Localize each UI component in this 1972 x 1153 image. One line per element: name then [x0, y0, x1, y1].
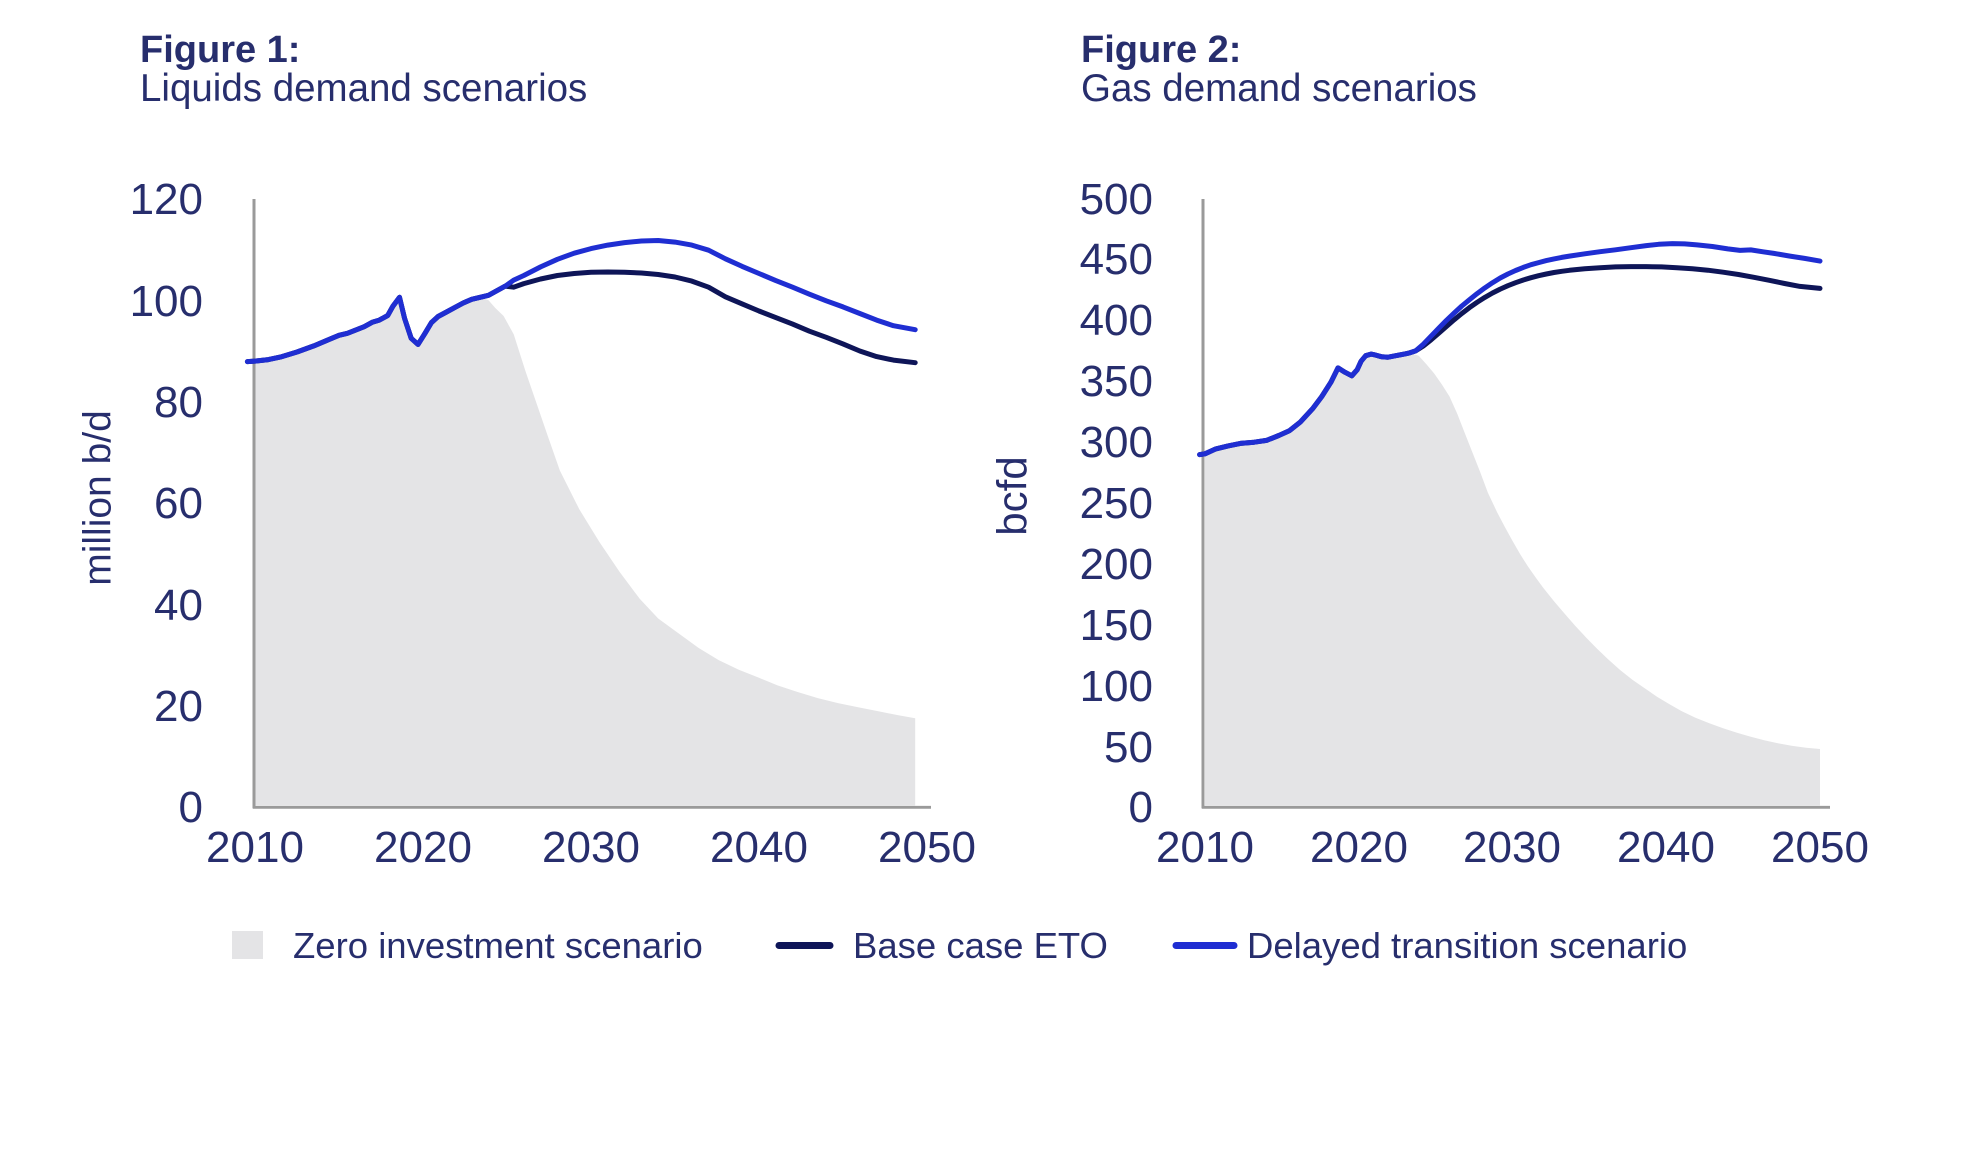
svg-text:50: 50	[1104, 723, 1153, 772]
svg-text:0: 0	[179, 783, 203, 832]
svg-text:Delayed transition scenario: Delayed transition scenario	[1247, 925, 1687, 966]
svg-text:120: 120	[130, 175, 203, 224]
svg-text:2010: 2010	[1156, 823, 1254, 872]
svg-text:100: 100	[130, 277, 203, 326]
svg-text:450: 450	[1080, 235, 1153, 284]
svg-text:2020: 2020	[374, 823, 472, 872]
svg-text:million b/d: million b/d	[77, 410, 120, 586]
svg-text:500: 500	[1080, 175, 1153, 224]
svg-text:250: 250	[1080, 479, 1153, 528]
svg-text:40: 40	[154, 581, 203, 630]
svg-text:350: 350	[1080, 357, 1153, 406]
svg-text:2030: 2030	[542, 823, 640, 872]
svg-text:80: 80	[154, 378, 203, 427]
svg-text:60: 60	[154, 479, 203, 528]
svg-text:2050: 2050	[1771, 823, 1869, 872]
svg-text:Figure 2:: Figure 2:	[1081, 29, 1241, 71]
svg-text:2020: 2020	[1310, 823, 1408, 872]
svg-text:2010: 2010	[206, 823, 304, 872]
svg-text:2030: 2030	[1463, 823, 1561, 872]
svg-text:150: 150	[1080, 601, 1153, 650]
svg-text:Figure 1:: Figure 1:	[140, 29, 300, 71]
svg-text:0: 0	[1129, 783, 1153, 832]
svg-text:Zero investment scenario: Zero investment scenario	[293, 925, 703, 966]
svg-text:20: 20	[154, 682, 203, 731]
svg-text:2040: 2040	[1617, 823, 1715, 872]
svg-text:300: 300	[1080, 418, 1153, 467]
svg-text:2050: 2050	[878, 823, 976, 872]
svg-text:Gas demand scenarios: Gas demand scenarios	[1081, 67, 1477, 110]
svg-text:200: 200	[1080, 540, 1153, 589]
svg-text:Liquids demand scenarios: Liquids demand scenarios	[140, 67, 587, 110]
svg-text:400: 400	[1080, 296, 1153, 345]
svg-text:2040: 2040	[710, 823, 808, 872]
svg-text:bcfd: bcfd	[989, 456, 1036, 535]
svg-text:100: 100	[1080, 662, 1153, 711]
svg-text:Base case ETO: Base case ETO	[853, 925, 1108, 966]
